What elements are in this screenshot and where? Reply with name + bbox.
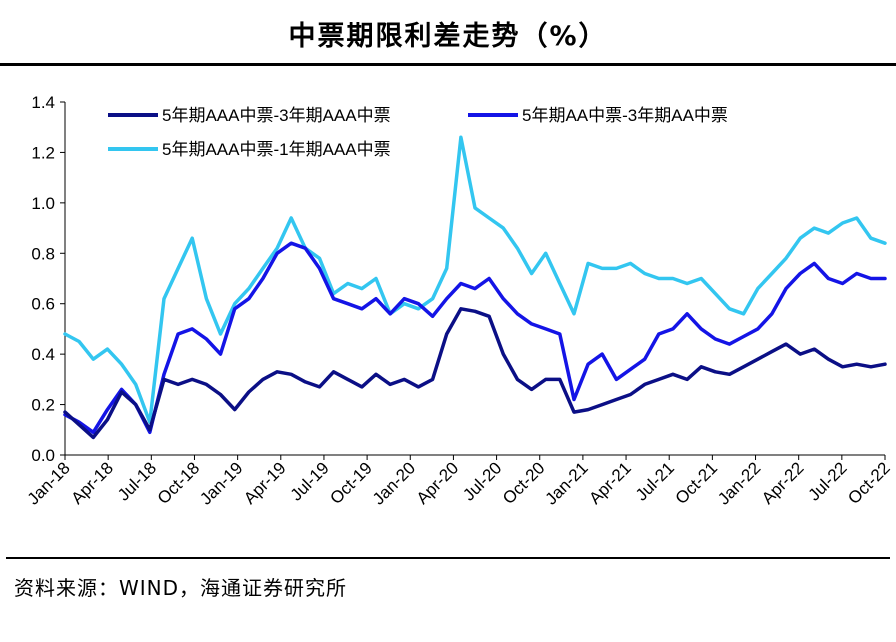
x-tick-label: Jan-21 — [542, 458, 592, 508]
chart-title: 中票期限利差走势（%） — [288, 21, 608, 52]
x-tick-label: Oct-22 — [844, 458, 894, 508]
y-tick-label: 0.2 — [31, 396, 55, 415]
x-tick-label: Apr-22 — [758, 458, 808, 508]
x-tick-label: Jan-20 — [369, 458, 419, 508]
x-tick-label: Jan-18 — [24, 458, 74, 508]
x-tick-label: Jul-19 — [287, 458, 333, 504]
x-tick-label: Apr-21 — [585, 458, 635, 508]
x-tick-label: Oct-21 — [672, 458, 722, 508]
y-tick-label: 0.4 — [31, 345, 55, 364]
legend-label-2: 5年期AAA中票-1年期AAA中票 — [162, 140, 391, 159]
x-tick-label: Oct-19 — [326, 458, 376, 508]
x-tick-label: Apr-20 — [413, 458, 463, 508]
x-tick-label: Jul-22 — [804, 458, 850, 504]
legend-label-1: 5年期AA中票-3年期AA中票 — [522, 106, 728, 125]
footer-rule — [6, 557, 890, 559]
x-tick-label: Jul-21 — [632, 458, 678, 504]
x-tick-label: Jul-18 — [114, 458, 160, 504]
x-tick-label: Jan-22 — [714, 458, 764, 508]
y-tick-label: 0.8 — [31, 244, 55, 263]
x-tick-label: Oct-20 — [499, 458, 549, 508]
x-tick-label: Apr-19 — [240, 458, 290, 508]
title-band: 中票期限利差走势（%） — [0, 0, 896, 66]
y-tick-label: 1.0 — [31, 194, 55, 213]
y-tick-label: 1.4 — [31, 93, 55, 112]
x-tick-label: Apr-18 — [67, 458, 117, 508]
x-tick-label: Jan-19 — [196, 458, 246, 508]
x-tick-label: Jul-20 — [459, 458, 505, 504]
y-tick-label: 0.6 — [31, 295, 55, 314]
series-line-0 — [63, 307, 887, 440]
x-tick-label: Oct-18 — [154, 458, 204, 508]
series-line-2 — [63, 135, 887, 424]
series-lines — [63, 135, 887, 440]
legend: 5年期AAA中票-3年期AAA中票 5年期AA中票-3年期AA中票 5年期AAA中票… — [108, 106, 728, 159]
y-tick-label: 1.2 — [31, 143, 55, 162]
series-line-1 — [63, 241, 887, 435]
y-tick-label: 0.0 — [31, 446, 55, 465]
legend-label-0: 5年期AAA中票-3年期AAA中票 — [162, 106, 391, 125]
line-chart: 0.00.20.40.60.81.01.21.4Jan-18Apr-18Jul-… — [24, 93, 894, 509]
source-note: 资料来源：WIND，海通证券研究所 — [14, 576, 348, 600]
